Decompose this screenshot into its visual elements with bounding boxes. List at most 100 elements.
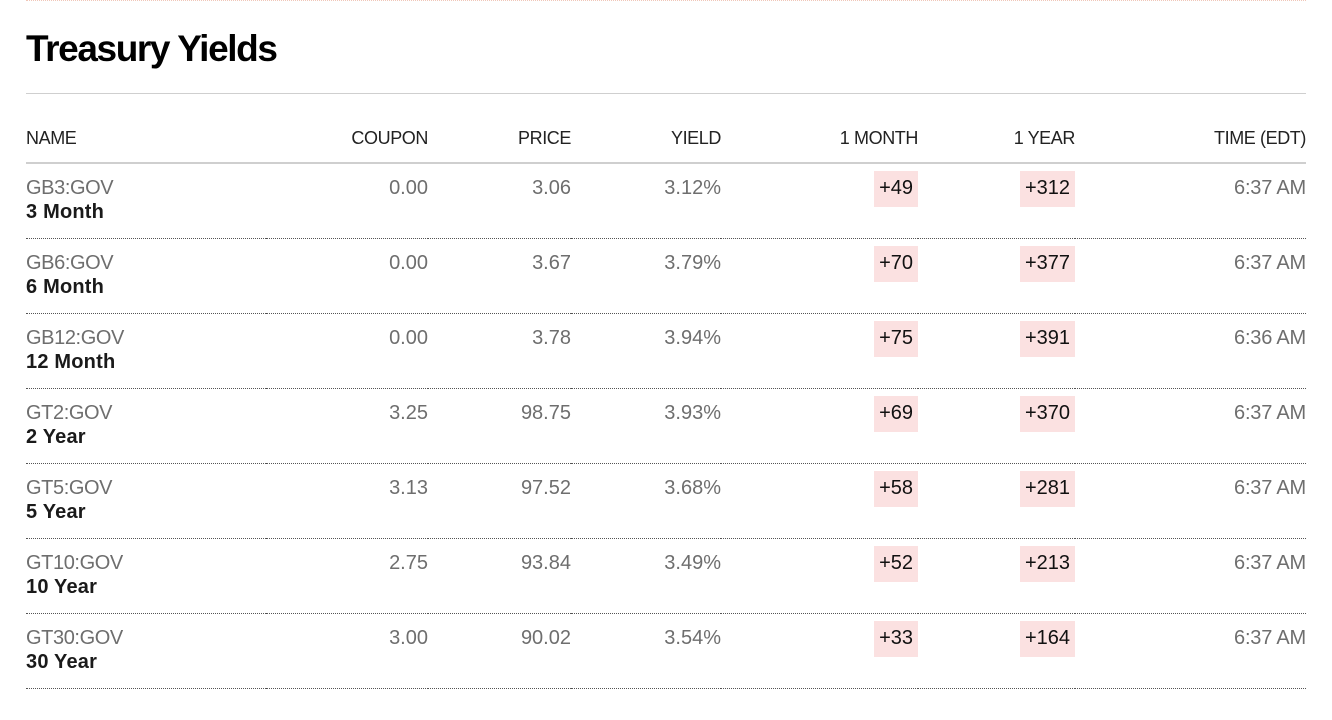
1-year-cell: +391 — [918, 313, 1075, 389]
1-month-cell: +58 — [721, 463, 918, 539]
price-cell: 3.78 — [428, 313, 571, 389]
time-cell: 6:37 AM — [1075, 163, 1306, 239]
time-cell: 6:37 AM — [1075, 238, 1306, 314]
yield-value: 3.94% — [664, 327, 721, 349]
price-cell: 98.75 — [428, 388, 571, 464]
table-row: GT10:GOV 10 Year 2.75 93.84 3.49% +52 +2… — [26, 538, 1306, 614]
price-cell: 93.84 — [428, 538, 571, 614]
ticker-link[interactable]: GB6:GOV — [26, 252, 114, 274]
price-value: 93.84 — [520, 552, 571, 574]
header-1-year: 1 YEAR — [918, 114, 1075, 164]
price-value: 3.78 — [532, 327, 571, 349]
table-body: GB3:GOV 3 Month 0.00 3.06 3.12% +49 +312… — [26, 163, 1306, 689]
table-row: GT5:GOV 5 Year 3.13 97.52 3.68% +58 +281… — [26, 463, 1306, 539]
header-1-month: 1 MONTH — [721, 114, 918, 164]
name-cell: GT30:GOV 30 Year — [26, 613, 266, 689]
yield-value: 3.49% — [664, 552, 721, 574]
1-month-cell: +70 — [721, 238, 918, 314]
time-value: 6:37 AM — [1234, 627, 1306, 649]
time-value: 6:37 AM — [1234, 552, 1306, 574]
1-month-change-badge: +75 — [874, 321, 918, 357]
term-label: 6 Month — [26, 276, 105, 298]
yield-value: 3.54% — [664, 627, 721, 649]
table-row: GT30:GOV 30 Year 3.00 90.02 3.54% +33 +1… — [26, 613, 1306, 689]
coupon-cell: 3.25 — [266, 388, 428, 464]
yield-cell: 3.93% — [571, 388, 721, 464]
price-cell: 3.06 — [428, 163, 571, 239]
top-divider — [26, 0, 1306, 1]
yield-cell: 3.79% — [571, 238, 721, 314]
term-label: 30 Year — [26, 651, 98, 673]
term-label: 10 Year — [26, 576, 98, 598]
ticker-link[interactable]: GT2:GOV — [26, 402, 113, 424]
ticker-link[interactable]: GT10:GOV — [26, 552, 123, 574]
price-value: 98.75 — [520, 402, 571, 424]
ticker-link[interactable]: GT30:GOV — [26, 627, 123, 649]
1-month-change-badge: +49 — [874, 171, 918, 207]
table-row: GT2:GOV 2 Year 3.25 98.75 3.93% +69 +370… — [26, 388, 1306, 464]
yield-cell: 3.12% — [571, 163, 721, 239]
1-month-change-badge: +52 — [874, 546, 918, 582]
1-year-cell: +370 — [918, 388, 1075, 464]
name-cell: GB6:GOV 6 Month — [26, 238, 266, 314]
1-year-change-badge: +281 — [1019, 471, 1075, 507]
name-cell: GB3:GOV 3 Month — [26, 163, 266, 239]
time-value: 6:37 AM — [1234, 402, 1306, 424]
1-month-cell: +75 — [721, 313, 918, 389]
treasury-yields-table: NAME COUPON PRICE YIELD 1 MONTH 1 YEAR T… — [26, 114, 1306, 689]
coupon-value: 0.00 — [389, 177, 428, 199]
time-value: 6:37 AM — [1234, 477, 1306, 499]
1-year-cell: +281 — [918, 463, 1075, 539]
table-row: GB3:GOV 3 Month 0.00 3.06 3.12% +49 +312… — [26, 163, 1306, 239]
title-divider — [26, 93, 1306, 94]
header-row: NAME COUPON PRICE YIELD 1 MONTH 1 YEAR T… — [26, 114, 1306, 164]
header-name: NAME — [26, 114, 266, 164]
1-month-change-badge: +70 — [874, 246, 918, 282]
price-value: 90.02 — [520, 627, 571, 649]
1-year-cell: +164 — [918, 613, 1075, 689]
yield-value: 3.12% — [664, 177, 721, 199]
term-label: 3 Month — [26, 201, 105, 223]
yield-cell: 3.49% — [571, 538, 721, 614]
yield-value: 3.79% — [664, 252, 721, 274]
1-year-change-badge: +391 — [1019, 321, 1075, 357]
price-value: 3.67 — [532, 252, 571, 274]
coupon-value: 0.00 — [389, 252, 428, 274]
name-cell: GT10:GOV 10 Year — [26, 538, 266, 614]
time-cell: 6:36 AM — [1075, 313, 1306, 389]
name-cell: GT2:GOV 2 Year — [26, 388, 266, 464]
coupon-value: 3.13 — [389, 477, 428, 499]
time-cell: 6:37 AM — [1075, 613, 1306, 689]
ticker-link[interactable]: GT5:GOV — [26, 477, 113, 499]
time-value: 6:37 AM — [1234, 252, 1306, 274]
yield-value: 3.68% — [664, 477, 721, 499]
coupon-cell: 0.00 — [266, 163, 428, 239]
price-cell: 3.67 — [428, 238, 571, 314]
1-year-cell: +213 — [918, 538, 1075, 614]
1-month-cell: +33 — [721, 613, 918, 689]
1-year-cell: +312 — [918, 163, 1075, 239]
section-title: Treasury Yields — [26, 28, 278, 69]
coupon-value: 3.00 — [389, 627, 428, 649]
coupon-cell: 0.00 — [266, 238, 428, 314]
coupon-cell: 2.75 — [266, 538, 428, 614]
coupon-value: 3.25 — [389, 402, 428, 424]
price-cell: 90.02 — [428, 613, 571, 689]
1-year-change-badge: +164 — [1019, 621, 1075, 657]
price-cell: 97.52 — [428, 463, 571, 539]
header-coupon: COUPON — [266, 114, 428, 164]
1-month-cell: +69 — [721, 388, 918, 464]
1-year-change-badge: +213 — [1019, 546, 1075, 582]
coupon-cell: 3.13 — [266, 463, 428, 539]
time-cell: 6:37 AM — [1075, 538, 1306, 614]
price-value: 3.06 — [532, 177, 571, 199]
1-year-change-badge: +370 — [1019, 396, 1075, 432]
ticker-link[interactable]: GB12:GOV — [26, 327, 124, 349]
header-yield: YIELD — [571, 114, 721, 164]
ticker-link[interactable]: GB3:GOV — [26, 177, 114, 199]
time-value: 6:37 AM — [1234, 177, 1306, 199]
term-label: 12 Month — [26, 351, 116, 373]
table-row: GB12:GOV 12 Month 0.00 3.78 3.94% +75 +3… — [26, 313, 1306, 389]
name-cell: GB12:GOV 12 Month — [26, 313, 266, 389]
header-time: TIME (EDT) — [1075, 114, 1306, 164]
